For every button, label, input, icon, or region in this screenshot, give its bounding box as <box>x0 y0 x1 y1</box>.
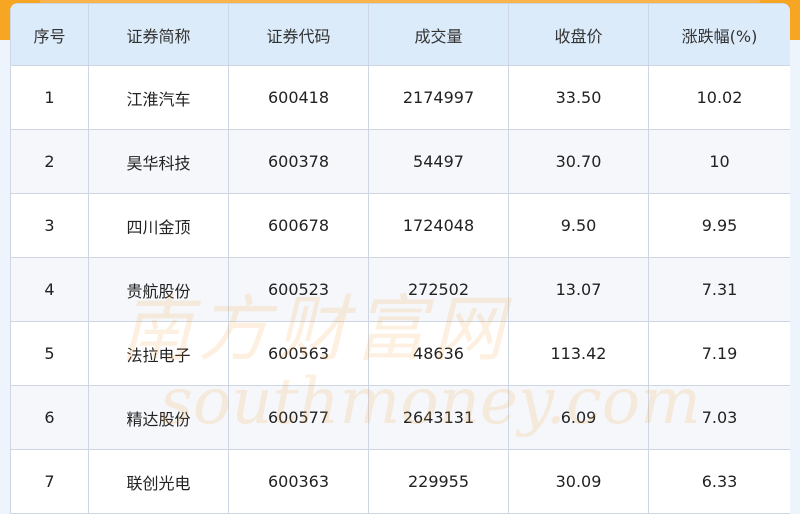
cell-change-pct: 7.19 <box>648 321 790 386</box>
cell-change-pct: 6.33 <box>648 449 790 514</box>
cell-code: 600577 <box>228 385 369 450</box>
cell-name: 四川金顶 <box>88 193 229 258</box>
cell-volume: 229955 <box>368 449 509 514</box>
table-row: 1 江淮汽车 600418 2174997 33.50 10.02 <box>10 65 790 130</box>
column-header-close: 收盘价 <box>508 3 649 66</box>
cell-rank: 2 <box>10 129 89 194</box>
cell-rank: 3 <box>10 193 89 258</box>
column-header-change-pct: 涨跌幅(%) <box>648 3 790 66</box>
stock-table-container: 序号 证券简称 证券代码 成交量 收盘价 涨跌幅(%) 1 江淮汽车 600418 217499… <box>10 3 790 514</box>
cell-rank: 1 <box>10 65 89 130</box>
cell-code: 600563 <box>228 321 369 386</box>
table-row: 6 精达股份 600577 2643131 6.09 7.03 <box>10 385 790 450</box>
cell-close: 113.42 <box>508 321 649 386</box>
cell-change-pct: 7.03 <box>648 385 790 450</box>
cell-change-pct: 7.31 <box>648 257 790 322</box>
cell-volume: 2174997 <box>368 65 509 130</box>
cell-name: 江淮汽车 <box>88 65 229 130</box>
cell-name: 法拉电子 <box>88 321 229 386</box>
cell-code: 600378 <box>228 129 369 194</box>
table-row: 4 贵航股份 600523 272502 13.07 7.31 <box>10 257 790 322</box>
cell-code: 600678 <box>228 193 369 258</box>
table-row: 3 四川金顶 600678 1724048 9.50 9.95 <box>10 193 790 258</box>
column-header-rank: 序号 <box>10 3 89 66</box>
column-header-name: 证券简称 <box>88 3 229 66</box>
cell-code: 600418 <box>228 65 369 130</box>
cell-close: 33.50 <box>508 65 649 130</box>
cell-rank: 4 <box>10 257 89 322</box>
table-row: 7 联创光电 600363 229955 30.09 6.33 <box>10 449 790 514</box>
table-row: 5 法拉电子 600563 48636 113.42 7.19 <box>10 321 790 386</box>
cell-change-pct: 10 <box>648 129 790 194</box>
cell-close: 30.09 <box>508 449 649 514</box>
cell-code: 600363 <box>228 449 369 514</box>
cell-close: 13.07 <box>508 257 649 322</box>
cell-close: 30.70 <box>508 129 649 194</box>
cell-change-pct: 9.95 <box>648 193 790 258</box>
cell-code: 600523 <box>228 257 369 322</box>
cell-rank: 7 <box>10 449 89 514</box>
table-header-row: 序号 证券简称 证券代码 成交量 收盘价 涨跌幅(%) <box>10 3 790 66</box>
cell-change-pct: 10.02 <box>648 65 790 130</box>
cell-rank: 5 <box>10 321 89 386</box>
cell-volume: 272502 <box>368 257 509 322</box>
cell-close: 6.09 <box>508 385 649 450</box>
column-header-volume: 成交量 <box>368 3 509 66</box>
table-row: 2 昊华科技 600378 54497 30.70 10 <box>10 129 790 194</box>
cell-volume: 2643131 <box>368 385 509 450</box>
cell-volume: 54497 <box>368 129 509 194</box>
cell-rank: 6 <box>10 385 89 450</box>
cell-name: 精达股份 <box>88 385 229 450</box>
column-header-code: 证券代码 <box>228 3 369 66</box>
cell-close: 9.50 <box>508 193 649 258</box>
stock-table: 序号 证券简称 证券代码 成交量 收盘价 涨跌幅(%) 1 江淮汽车 600418 217499… <box>10 3 790 514</box>
cell-name: 联创光电 <box>88 449 229 514</box>
cell-volume: 48636 <box>368 321 509 386</box>
cell-name: 贵航股份 <box>88 257 229 322</box>
cell-name: 昊华科技 <box>88 129 229 194</box>
cell-volume: 1724048 <box>368 193 509 258</box>
